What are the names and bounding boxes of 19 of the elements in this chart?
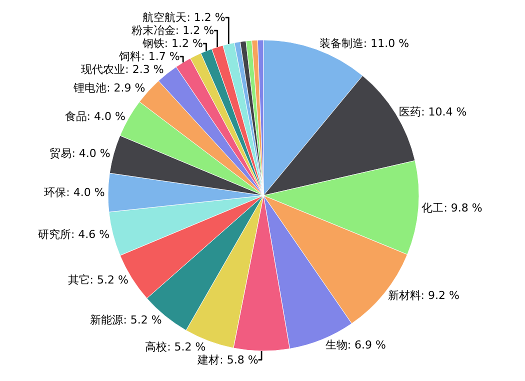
slice-label: 新能源: 5.2 % bbox=[90, 313, 162, 326]
slice-label: 医药: 10.4 % bbox=[399, 106, 467, 119]
slice-label: 装备制造: 11.0 % bbox=[319, 36, 410, 50]
slice-label: 高校: 5.2 % bbox=[145, 340, 206, 354]
slice-label: 其它: 5.2 % bbox=[68, 273, 128, 286]
slice-label: 锂电池: 2.9 % bbox=[72, 81, 146, 94]
slice-label: 贸易: 4.0 % bbox=[50, 147, 110, 160]
slice-label: 化工: 9.8 % bbox=[422, 202, 482, 215]
slice-label: 饲料: 1.7 % bbox=[118, 50, 180, 64]
slice-label: 生物: 6.9 % bbox=[325, 338, 386, 352]
slice-label: 食品: 4.0 % bbox=[64, 110, 126, 123]
slice-label: 航空航天: 1.2 % bbox=[142, 11, 226, 24]
slice-label: 钢铁: 1.2 % bbox=[141, 37, 204, 50]
slice-label: 现代农业: 2.3 % bbox=[81, 63, 164, 76]
slice-label: 环保: 4.0 % bbox=[44, 186, 105, 200]
slice-label: 建材: 5.8 % bbox=[196, 353, 258, 366]
slice-label: 新材料: 9.2 % bbox=[388, 289, 460, 302]
slice-label: 粉末冶金: 1.2 % bbox=[131, 24, 214, 38]
slice-label: 研究所: 4.6 % bbox=[38, 228, 110, 242]
